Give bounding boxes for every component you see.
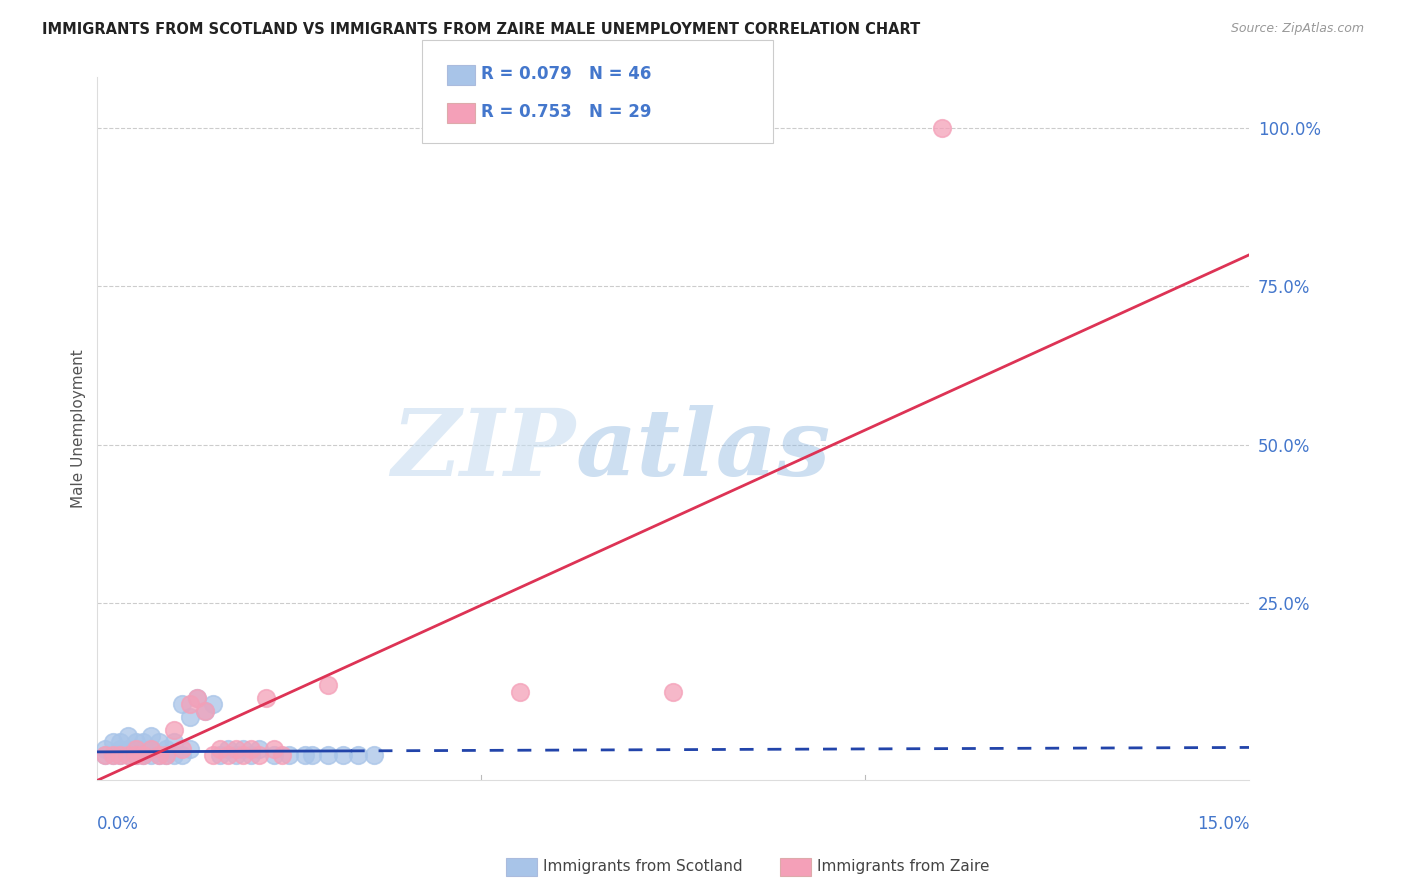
- Point: [278, 747, 301, 762]
- Point: [139, 729, 162, 743]
- Text: ZIP: ZIP: [391, 405, 575, 495]
- Point: [110, 741, 132, 756]
- Text: 15.0%: 15.0%: [1197, 815, 1250, 833]
- Point: [125, 741, 148, 756]
- Point: [148, 747, 170, 762]
- Point: [148, 735, 170, 749]
- Point: [239, 747, 262, 762]
- Point: [247, 747, 270, 762]
- Point: [232, 741, 254, 756]
- Point: [139, 741, 162, 756]
- Point: [110, 747, 132, 762]
- Point: [117, 729, 139, 743]
- Point: [94, 741, 117, 756]
- Point: [155, 741, 177, 756]
- Text: Source: ZipAtlas.com: Source: ZipAtlas.com: [1230, 22, 1364, 36]
- Point: [239, 741, 262, 756]
- Point: [347, 747, 370, 762]
- Point: [662, 684, 685, 698]
- Point: [132, 747, 155, 762]
- Point: [254, 691, 277, 706]
- Point: [225, 747, 247, 762]
- Point: [101, 747, 124, 762]
- Point: [163, 747, 186, 762]
- Point: [125, 747, 148, 762]
- Point: [170, 747, 193, 762]
- Point: [270, 747, 292, 762]
- Point: [263, 741, 285, 756]
- Point: [194, 704, 217, 718]
- Point: [155, 747, 177, 762]
- Point: [209, 741, 232, 756]
- Point: [125, 741, 148, 756]
- Point: [509, 684, 531, 698]
- Point: [316, 747, 339, 762]
- Point: [209, 747, 232, 762]
- Point: [186, 691, 208, 706]
- Point: [139, 741, 162, 756]
- Point: [125, 747, 148, 762]
- Point: [94, 747, 117, 762]
- Point: [247, 741, 270, 756]
- Point: [201, 747, 224, 762]
- Point: [301, 747, 323, 762]
- Point: [186, 691, 208, 706]
- Point: [316, 678, 339, 692]
- Point: [170, 741, 193, 756]
- Point: [170, 698, 193, 712]
- Text: Immigrants from Zaire: Immigrants from Zaire: [817, 859, 990, 873]
- Point: [225, 741, 247, 756]
- Point: [94, 747, 117, 762]
- Point: [101, 747, 124, 762]
- Text: Immigrants from Scotland: Immigrants from Scotland: [543, 859, 742, 873]
- Point: [132, 741, 155, 756]
- Point: [179, 710, 201, 724]
- Point: [363, 747, 385, 762]
- Point: [201, 698, 224, 712]
- Point: [217, 747, 239, 762]
- Point: [217, 741, 239, 756]
- Point: [232, 747, 254, 762]
- Point: [148, 747, 170, 762]
- Point: [155, 747, 177, 762]
- Point: [117, 747, 139, 762]
- Point: [332, 747, 354, 762]
- Point: [163, 723, 186, 737]
- Point: [179, 741, 201, 756]
- Point: [294, 747, 316, 762]
- Point: [194, 704, 217, 718]
- Point: [110, 735, 132, 749]
- Point: [117, 747, 139, 762]
- Text: R = 0.753   N = 29: R = 0.753 N = 29: [481, 103, 651, 121]
- Text: R = 0.079   N = 46: R = 0.079 N = 46: [481, 65, 651, 83]
- Text: IMMIGRANTS FROM SCOTLAND VS IMMIGRANTS FROM ZAIRE MALE UNEMPLOYMENT CORRELATION : IMMIGRANTS FROM SCOTLAND VS IMMIGRANTS F…: [42, 22, 921, 37]
- Point: [110, 747, 132, 762]
- Y-axis label: Male Unemployment: Male Unemployment: [72, 350, 86, 508]
- Point: [263, 747, 285, 762]
- Text: 0.0%: 0.0%: [97, 815, 139, 833]
- Point: [101, 735, 124, 749]
- Point: [931, 121, 953, 136]
- Point: [132, 735, 155, 749]
- Point: [117, 741, 139, 756]
- Text: atlas: atlas: [575, 405, 831, 495]
- Point: [163, 735, 186, 749]
- Point: [125, 735, 148, 749]
- Point: [132, 747, 155, 762]
- Point: [179, 698, 201, 712]
- Point: [139, 747, 162, 762]
